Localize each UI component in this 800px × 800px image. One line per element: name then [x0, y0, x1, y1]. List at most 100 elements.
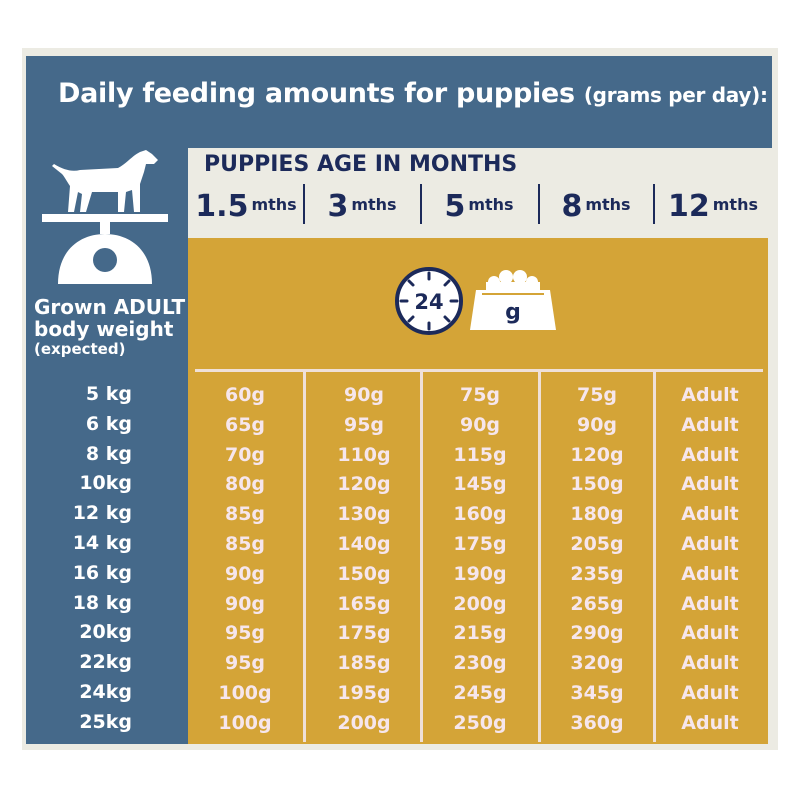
amount-cell: 90g — [459, 413, 501, 436]
amount-cell: 200g — [337, 711, 391, 734]
age-divider — [303, 184, 305, 224]
amount-cell: Adult — [681, 652, 739, 675]
amount-cell: Adult — [681, 711, 739, 734]
clock-label: 24 — [414, 290, 443, 314]
column-divider — [538, 372, 541, 742]
amount-cell: Adult — [681, 622, 739, 645]
weight-cell: 18 kg — [72, 591, 132, 614]
weight-cell: 10kg — [79, 472, 132, 495]
amount-cell: 250g — [453, 711, 507, 734]
column-divider — [653, 372, 656, 742]
age-divider — [538, 184, 540, 224]
amount-cell: 130g — [337, 503, 391, 526]
amount-cell: 90g — [576, 413, 618, 436]
amount-cell: 60g — [224, 384, 266, 406]
age-unit: mths — [585, 195, 631, 214]
amount-cell: 185g — [337, 652, 391, 675]
age-unit: mths — [468, 195, 514, 214]
amount-cell: Adult — [681, 533, 739, 555]
age-8-months: 8 mths — [538, 180, 654, 230]
amount-cell: 100g — [218, 682, 272, 704]
bowl-label: g — [505, 300, 521, 325]
age-unit: mths — [251, 195, 297, 214]
dog-on-scale-icon — [42, 150, 168, 284]
weight-column-label: Grown ADULT body weight (expected) — [34, 295, 186, 358]
clock-24-icon: 24 — [395, 267, 463, 335]
age-5-months: 5 mths — [420, 180, 538, 230]
column-divider — [420, 372, 423, 742]
weight-column: 5 kg 6 kg 8 kg 10kg 12 kg 14 kg 16 kg 18… — [60, 380, 150, 738]
amount-cell: 265g — [570, 592, 624, 615]
food-bowl-icon: g — [470, 270, 556, 330]
amount-cell: 360g — [570, 711, 624, 734]
weight-cell: 16 kg — [72, 561, 132, 584]
amount-cell: 160g — [453, 503, 507, 526]
age-columns: 1.5 mths 3 mths 5 mths 8 mths 12 mths — [188, 180, 772, 230]
age-unit: mths — [351, 195, 397, 214]
amount-cell: Adult — [681, 592, 739, 615]
weight-cell: 14 kg — [72, 531, 132, 554]
age-value: 3 — [327, 189, 349, 224]
amount-cell: 90g — [224, 592, 266, 615]
amount-cell: 95g — [224, 652, 266, 675]
age-value: 1.5 — [195, 189, 249, 224]
amount-cell: 80g — [224, 473, 266, 496]
amount-cell: 75g — [576, 384, 618, 406]
amount-cell: Adult — [681, 384, 739, 406]
age-header-panel — [188, 148, 772, 238]
amount-cell: Adult — [681, 682, 739, 704]
age-value: 8 — [561, 189, 583, 224]
age-value: 12 — [668, 189, 710, 224]
amount-cell: 120g — [337, 473, 391, 496]
amount-cell: 165g — [337, 592, 391, 615]
weight-cell: 5 kg — [85, 383, 132, 405]
weight-cell: 24kg — [79, 680, 132, 703]
weight-cell: 25kg — [79, 710, 132, 733]
amount-cell: 85g — [224, 533, 266, 555]
age-12-months: 12 mths — [654, 180, 772, 230]
amount-cell: Adult — [681, 443, 739, 466]
amount-cell: Adult — [681, 503, 739, 526]
amount-cell: Adult — [681, 562, 739, 585]
amount-cell: 215g — [453, 622, 507, 645]
age-1-5-months: 1.5 mths — [188, 180, 304, 230]
amount-cell: 180g — [570, 503, 624, 526]
column-divider — [303, 372, 306, 742]
weight-cell: 20kg — [79, 621, 132, 644]
amount-cell: 175g — [453, 533, 507, 555]
title-main: Daily feeding amounts for puppies — [58, 78, 575, 109]
amount-cell: Adult — [681, 473, 739, 496]
amount-cell: 150g — [570, 473, 624, 496]
amount-cell: 90g — [343, 384, 385, 406]
amount-cell: 235g — [570, 562, 624, 585]
amount-cell: 175g — [337, 622, 391, 645]
amount-cell: 320g — [570, 652, 624, 675]
table-rule — [195, 369, 763, 372]
amount-cell: 195g — [337, 682, 391, 704]
amount-cell: 115g — [453, 443, 507, 466]
amount-cell: Adult — [681, 413, 739, 436]
weight-cell: 12 kg — [72, 502, 132, 525]
label-line-2: body weight — [34, 317, 174, 342]
age-unit: mths — [712, 195, 758, 214]
amount-cell: 150g — [337, 562, 391, 585]
amount-cell: 205g — [570, 533, 624, 555]
weight-cell: 8 kg — [85, 442, 132, 465]
amount-cell: 90g — [224, 562, 266, 585]
weight-cell: 6 kg — [85, 412, 132, 435]
amount-cell: 100g — [218, 711, 272, 734]
label-line-1: Grown ADULT — [34, 295, 186, 319]
chart-title: Daily feeding amounts for puppies (grams… — [58, 78, 768, 109]
label-line-3: (expected) — [34, 339, 126, 358]
amount-cell: 190g — [453, 562, 507, 585]
amount-cell: 145g — [453, 473, 507, 496]
amount-cell: 85g — [224, 503, 266, 526]
age-divider — [420, 184, 422, 224]
title-sub: (grams per day): — [583, 83, 768, 107]
amount-cell: 200g — [453, 592, 507, 615]
amount-cell: 75g — [459, 384, 501, 406]
title-band — [26, 56, 772, 148]
amount-cell: 110g — [337, 443, 391, 466]
amount-cell: 70g — [224, 443, 266, 466]
amount-cell: 245g — [453, 682, 507, 704]
